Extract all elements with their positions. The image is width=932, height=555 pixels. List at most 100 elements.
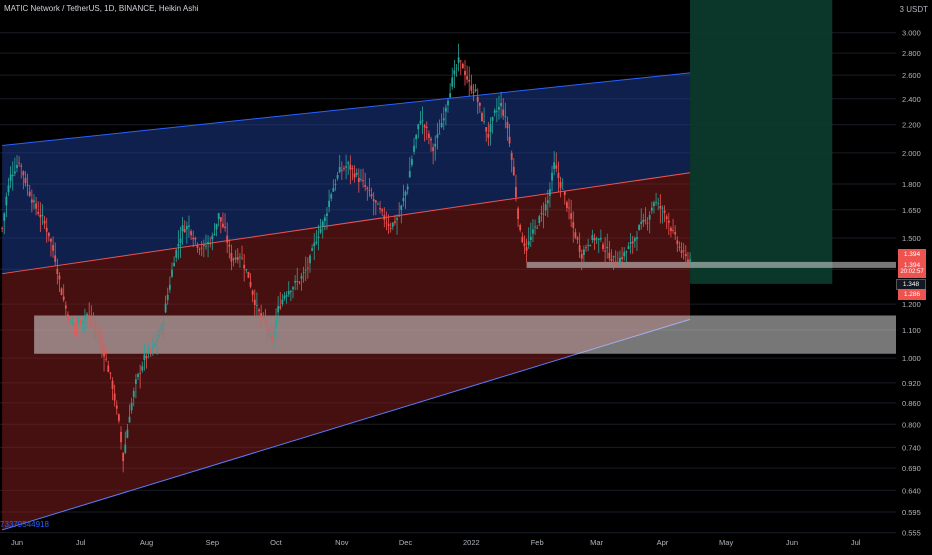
candle-body	[304, 269, 307, 271]
candle-body	[28, 191, 31, 196]
candle-body	[73, 323, 76, 325]
candle-body	[502, 109, 505, 116]
candle-body	[264, 320, 267, 324]
candle-body	[81, 320, 84, 323]
candle-body	[536, 227, 539, 229]
candle-body	[103, 351, 105, 357]
candle-body	[109, 372, 112, 374]
candle-body	[243, 264, 246, 269]
candle-body	[498, 106, 500, 110]
candle-body	[202, 244, 205, 247]
candle-body	[96, 334, 99, 337]
candle-body	[508, 136, 511, 144]
candle-body	[200, 247, 203, 249]
candle-body	[196, 244, 199, 248]
candle-body	[515, 186, 517, 198]
support-line-rect	[526, 261, 896, 268]
candle-body	[408, 171, 411, 178]
candle-body	[188, 225, 190, 227]
candle-body	[270, 335, 273, 341]
candle-body	[107, 365, 110, 372]
candle-body	[5, 196, 8, 206]
x-tick-label: Sep	[206, 538, 219, 547]
candle-body	[177, 244, 180, 247]
candle-body	[506, 122, 509, 129]
candle-body	[86, 313, 88, 316]
candle-body	[580, 254, 583, 259]
y-tick-label: 0.595	[902, 508, 921, 517]
candle-body	[644, 219, 647, 221]
candle-body	[427, 133, 430, 138]
candle-body	[532, 229, 534, 234]
candle-body	[684, 253, 687, 257]
current-price-tag: 1.394	[898, 249, 926, 260]
candle-body	[315, 241, 318, 244]
candle-body	[487, 133, 490, 138]
candle-body	[593, 237, 596, 241]
candle-body	[79, 320, 82, 324]
candle-body	[69, 322, 71, 323]
candle-body	[130, 402, 133, 411]
price-axis[interactable]: 3.000 2.800 2.600 2.400 2.200 2.000 1.800 1.650…	[902, 29, 921, 538]
candle-body	[461, 63, 464, 69]
candle-body	[294, 280, 297, 283]
candle-body	[334, 184, 337, 185]
candle-body	[453, 70, 456, 75]
y-tick-label: 2.800	[902, 49, 921, 58]
candle-body	[35, 203, 37, 209]
candle-body	[631, 241, 634, 244]
candle-body	[597, 238, 600, 240]
candle-body	[88, 315, 91, 317]
candle-body	[421, 120, 424, 122]
candle-body	[158, 335, 161, 337]
candle-body	[444, 107, 447, 112]
candle-body	[495, 110, 498, 112]
candle-body	[54, 255, 57, 262]
candle-body	[523, 243, 526, 247]
candle-body	[241, 257, 243, 259]
candle-body	[16, 164, 18, 169]
candle-body	[540, 212, 543, 215]
candle-body	[606, 246, 609, 249]
candle-body	[413, 145, 415, 152]
candle-body	[648, 215, 651, 220]
candle-body	[111, 380, 114, 389]
x-tick-label: Jul	[76, 538, 86, 547]
candle-body	[470, 85, 473, 91]
candle-body	[612, 255, 615, 258]
y-tick-label: 2.200	[902, 121, 921, 130]
candle-body	[557, 172, 560, 179]
candle-body	[423, 125, 426, 128]
candle-body	[340, 169, 343, 171]
candle-body	[616, 264, 619, 267]
y-tick-label: 0.555	[902, 529, 921, 538]
candle-body	[387, 224, 390, 226]
candle-body	[481, 113, 483, 122]
candle-body	[101, 343, 103, 347]
candle-body	[33, 200, 35, 203]
candle-body	[22, 171, 25, 176]
x-tick-label: Oct	[270, 538, 283, 547]
y-tick-label: 0.640	[902, 486, 921, 495]
candle-body	[381, 209, 384, 212]
currency-label[interactable]: 3 USDT	[899, 5, 928, 14]
candle-body	[353, 173, 356, 178]
candle-body	[247, 271, 250, 278]
candle-body	[179, 238, 182, 243]
candle-body	[183, 229, 186, 233]
projection-zone	[690, 0, 833, 284]
candle-body	[587, 245, 590, 246]
x-tick-label: Dec	[399, 538, 413, 547]
candle-body	[674, 232, 677, 235]
time-axis[interactable]: Jun Jul Aug Sep Oct Nov Dec 2022 Feb Mar Apr May Jun…	[11, 538, 861, 547]
candle-body	[570, 213, 573, 220]
candle-body	[489, 124, 492, 133]
candle-body	[228, 244, 231, 247]
candle-body	[549, 189, 551, 196]
candle-body	[638, 225, 640, 231]
candle-body	[619, 257, 621, 263]
candle-body	[156, 340, 159, 342]
candle-body	[137, 374, 139, 377]
